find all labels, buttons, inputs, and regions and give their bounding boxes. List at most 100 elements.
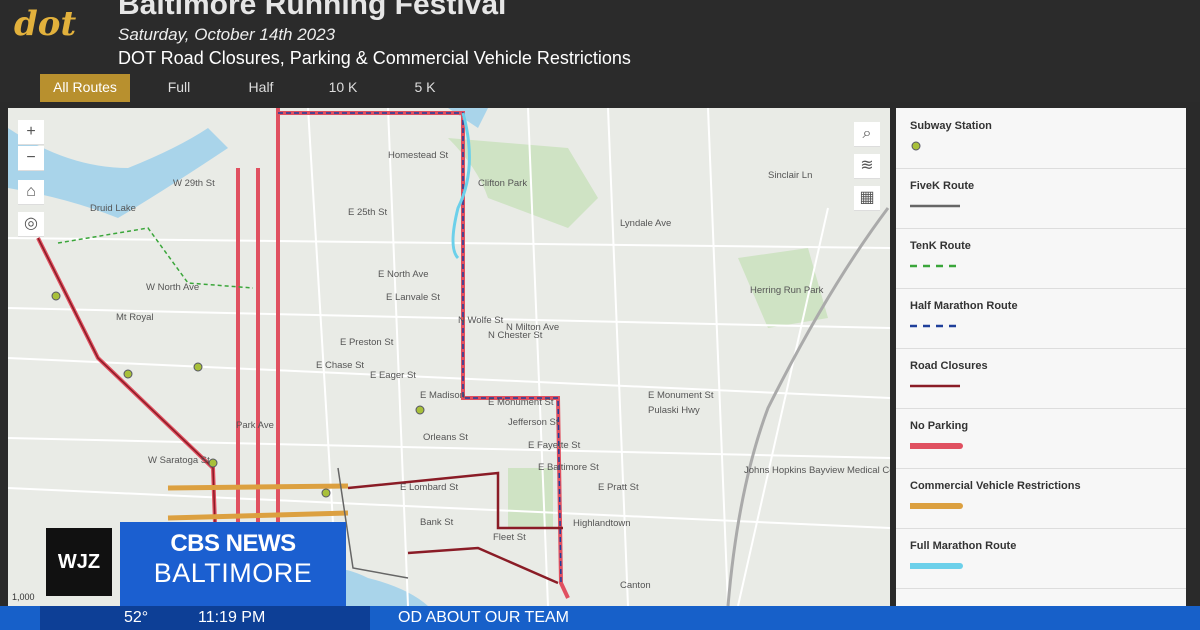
legend-item: Commercial Vehicle Restrictions: [896, 468, 1186, 529]
map-label: Pulaski Hwy: [648, 405, 700, 416]
tab[interactable]: 5 K: [414, 79, 436, 95]
title: Baltimore Running Festival: [118, 0, 507, 21]
locate-button[interactable]: ◎: [18, 212, 44, 237]
subtitle: DOT Road Closures, Parking & Commercial …: [118, 48, 631, 68]
map-label: Jefferson St: [508, 417, 559, 428]
route-full: [451, 112, 471, 260]
search-button[interactable]: ⌕: [854, 122, 880, 147]
header: dot Baltimore Running Festival Saturday,…: [0, 0, 1200, 102]
map-label: Homestead St: [388, 150, 449, 161]
map-label: E 25th St: [348, 207, 387, 218]
legend-label: Road Closures: [910, 360, 988, 372]
legend-label: No Parking: [910, 420, 969, 432]
station-logo: WJZ: [46, 528, 112, 596]
ticker-left: [40, 606, 370, 630]
legend-swatch: [910, 384, 960, 388]
legend-item: Road Closures: [896, 348, 1186, 409]
map-label: Herring Run Park: [750, 285, 824, 296]
layers-button[interactable]: ≋: [854, 154, 880, 179]
time: 11:19 PM: [198, 609, 266, 626]
map-label: E Fayette St: [528, 440, 581, 451]
map-label: W North Ave: [146, 282, 199, 293]
route-closure: [347, 471, 563, 585]
rail: [726, 207, 890, 606]
legend: Subway Station FiveK Route TenK Route Half …: [896, 108, 1186, 606]
tab[interactable]: 10 K: [328, 79, 358, 95]
map-label: E Pratt St: [598, 482, 639, 493]
map-label: Park Ave: [236, 420, 274, 431]
legend-swatch: [910, 563, 963, 569]
map-label: N Milton Ave: [506, 322, 559, 333]
legend-swatch: [910, 443, 963, 449]
map-label: Highlandtown: [573, 518, 631, 529]
map-label: E Madison: [420, 390, 465, 401]
legend-label: Commercial Vehicle Restrictions: [910, 480, 1081, 492]
swatch-dot: [911, 141, 921, 151]
ticker: 52° 11:19 PM OD ABOUT OUR TEAM: [0, 606, 1200, 630]
home-button[interactable]: ⌂: [18, 180, 44, 205]
streets: [8, 108, 890, 606]
headline: OD ABOUT OUR TEAM: [398, 609, 569, 626]
legend-item: Subway Station: [896, 108, 1186, 169]
city-name: BALTIMORE: [153, 558, 313, 588]
tabs: All Routes Full Half 10 K 5 K: [40, 74, 466, 102]
map-label: E Eager St: [370, 370, 416, 381]
park: [448, 138, 598, 228]
legend-item: Half Marathon Route: [896, 288, 1186, 349]
map-label: E Monument St: [648, 390, 714, 401]
map-label: Fleet St: [493, 532, 526, 543]
map-label: W Saratoga St: [148, 455, 210, 466]
map-label: E Monument St: [488, 397, 554, 408]
zoom-in[interactable]: +: [18, 120, 44, 145]
map-label: Sinclair Ln: [768, 170, 812, 181]
tab[interactable]: Full: [167, 79, 191, 95]
water: [8, 128, 228, 218]
temperature: 52°: [124, 609, 149, 626]
route-10k: [57, 227, 254, 289]
tab[interactable]: Half: [248, 79, 274, 95]
map-label: Mt Royal: [116, 312, 153, 323]
scale-label: 1,000: [12, 592, 35, 602]
legend-label: Subway Station: [910, 120, 992, 132]
map-label: Canton: [620, 580, 651, 591]
legend-item: Full Marathon Route: [896, 528, 1186, 589]
legend-item: TenK Route: [896, 228, 1186, 289]
park: [508, 468, 553, 528]
legend-label: FiveK Route: [910, 180, 975, 192]
zoom-out[interactable]: −: [18, 146, 44, 171]
legend-swatch: [910, 264, 960, 268]
map-label: N Chester St: [488, 330, 543, 341]
map-label: E North Ave: [378, 269, 429, 280]
map-label: E Chase St: [316, 360, 364, 371]
subway-stations: [51, 291, 425, 498]
legend-swatch: [910, 324, 960, 328]
date: Saturday, October 14th 2023: [118, 25, 336, 44]
tab[interactable]: All Routes: [40, 74, 130, 102]
legend-item: FiveK Route: [896, 168, 1186, 229]
legend-label: Half Marathon Route: [910, 300, 1018, 312]
map-label: Lyndale Ave: [620, 218, 671, 229]
map-label: E Baltimore St: [538, 462, 599, 473]
map-label: Druid Lake: [90, 203, 136, 214]
map-label: E Lombard St: [400, 482, 458, 493]
legend-swatch: [910, 503, 963, 509]
route-commercial: [167, 483, 349, 521]
map-label: N Wolfe St: [458, 315, 504, 326]
legend-label: TenK Route: [910, 240, 971, 252]
map-label: Orleans St: [423, 432, 468, 443]
map-label: W 29th St: [173, 178, 215, 189]
network-banner: CBS NEWS BALTIMORE: [120, 522, 346, 606]
network-name: CBS NEWS: [170, 530, 296, 557]
legend-label: Full Marathon Route: [910, 540, 1017, 552]
route-5k: [337, 467, 409, 579]
map-label: Johns Hopkins Bayview Medical Center: [744, 465, 890, 476]
legend-swatch: [910, 204, 960, 208]
map-label: E Preston St: [340, 337, 394, 348]
logo: dot: [14, 4, 77, 44]
legend-item: No Parking: [896, 408, 1186, 469]
route-half: [278, 112, 562, 584]
map-label: Clifton Park: [478, 178, 527, 189]
qr-button[interactable]: ▦: [854, 186, 880, 211]
map-label: Bank St: [420, 517, 454, 528]
